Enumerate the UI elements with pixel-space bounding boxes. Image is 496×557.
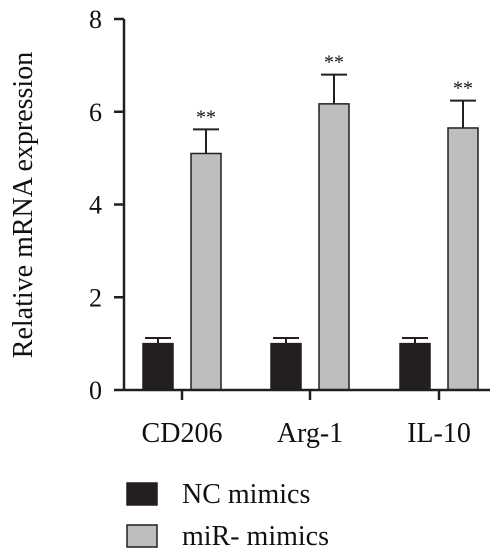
significance-label: **	[324, 52, 344, 74]
y-axis-label: Relative mRNA expression	[8, 52, 39, 358]
legend-label: NC mimics	[182, 479, 310, 510]
y-tick-label: 4	[89, 191, 102, 220]
y-tick-label: 2	[89, 283, 102, 312]
significance-label: **	[453, 78, 473, 100]
bar	[142, 342, 174, 391]
bar	[399, 342, 431, 391]
bar	[270, 342, 302, 391]
legend-swatch	[126, 482, 158, 506]
y-tick-label: 6	[89, 98, 102, 127]
significance-label: **	[196, 106, 216, 128]
bars-layer	[142, 103, 479, 391]
x-category-labels: CD206 Arg-1 IL-10	[142, 390, 471, 449]
significance-labels: ** ** **	[196, 52, 473, 129]
x-category-label: Arg-1	[277, 418, 343, 449]
y-tick-label: 0	[89, 376, 102, 405]
x-category-label: CD206	[142, 418, 223, 449]
legend-swatch	[126, 524, 158, 548]
axes	[122, 19, 490, 392]
x-category-label: IL-10	[407, 418, 471, 449]
legend: NC mimics miR- mimics	[126, 479, 329, 552]
bar	[318, 103, 350, 391]
y-ticks: 0 2 4 6 8	[89, 5, 124, 405]
legend-label: miR- mimics	[182, 521, 329, 552]
error-bars-layer	[145, 73, 476, 344]
bar	[190, 152, 222, 391]
bar	[447, 127, 479, 391]
y-tick-label: 8	[89, 5, 102, 34]
